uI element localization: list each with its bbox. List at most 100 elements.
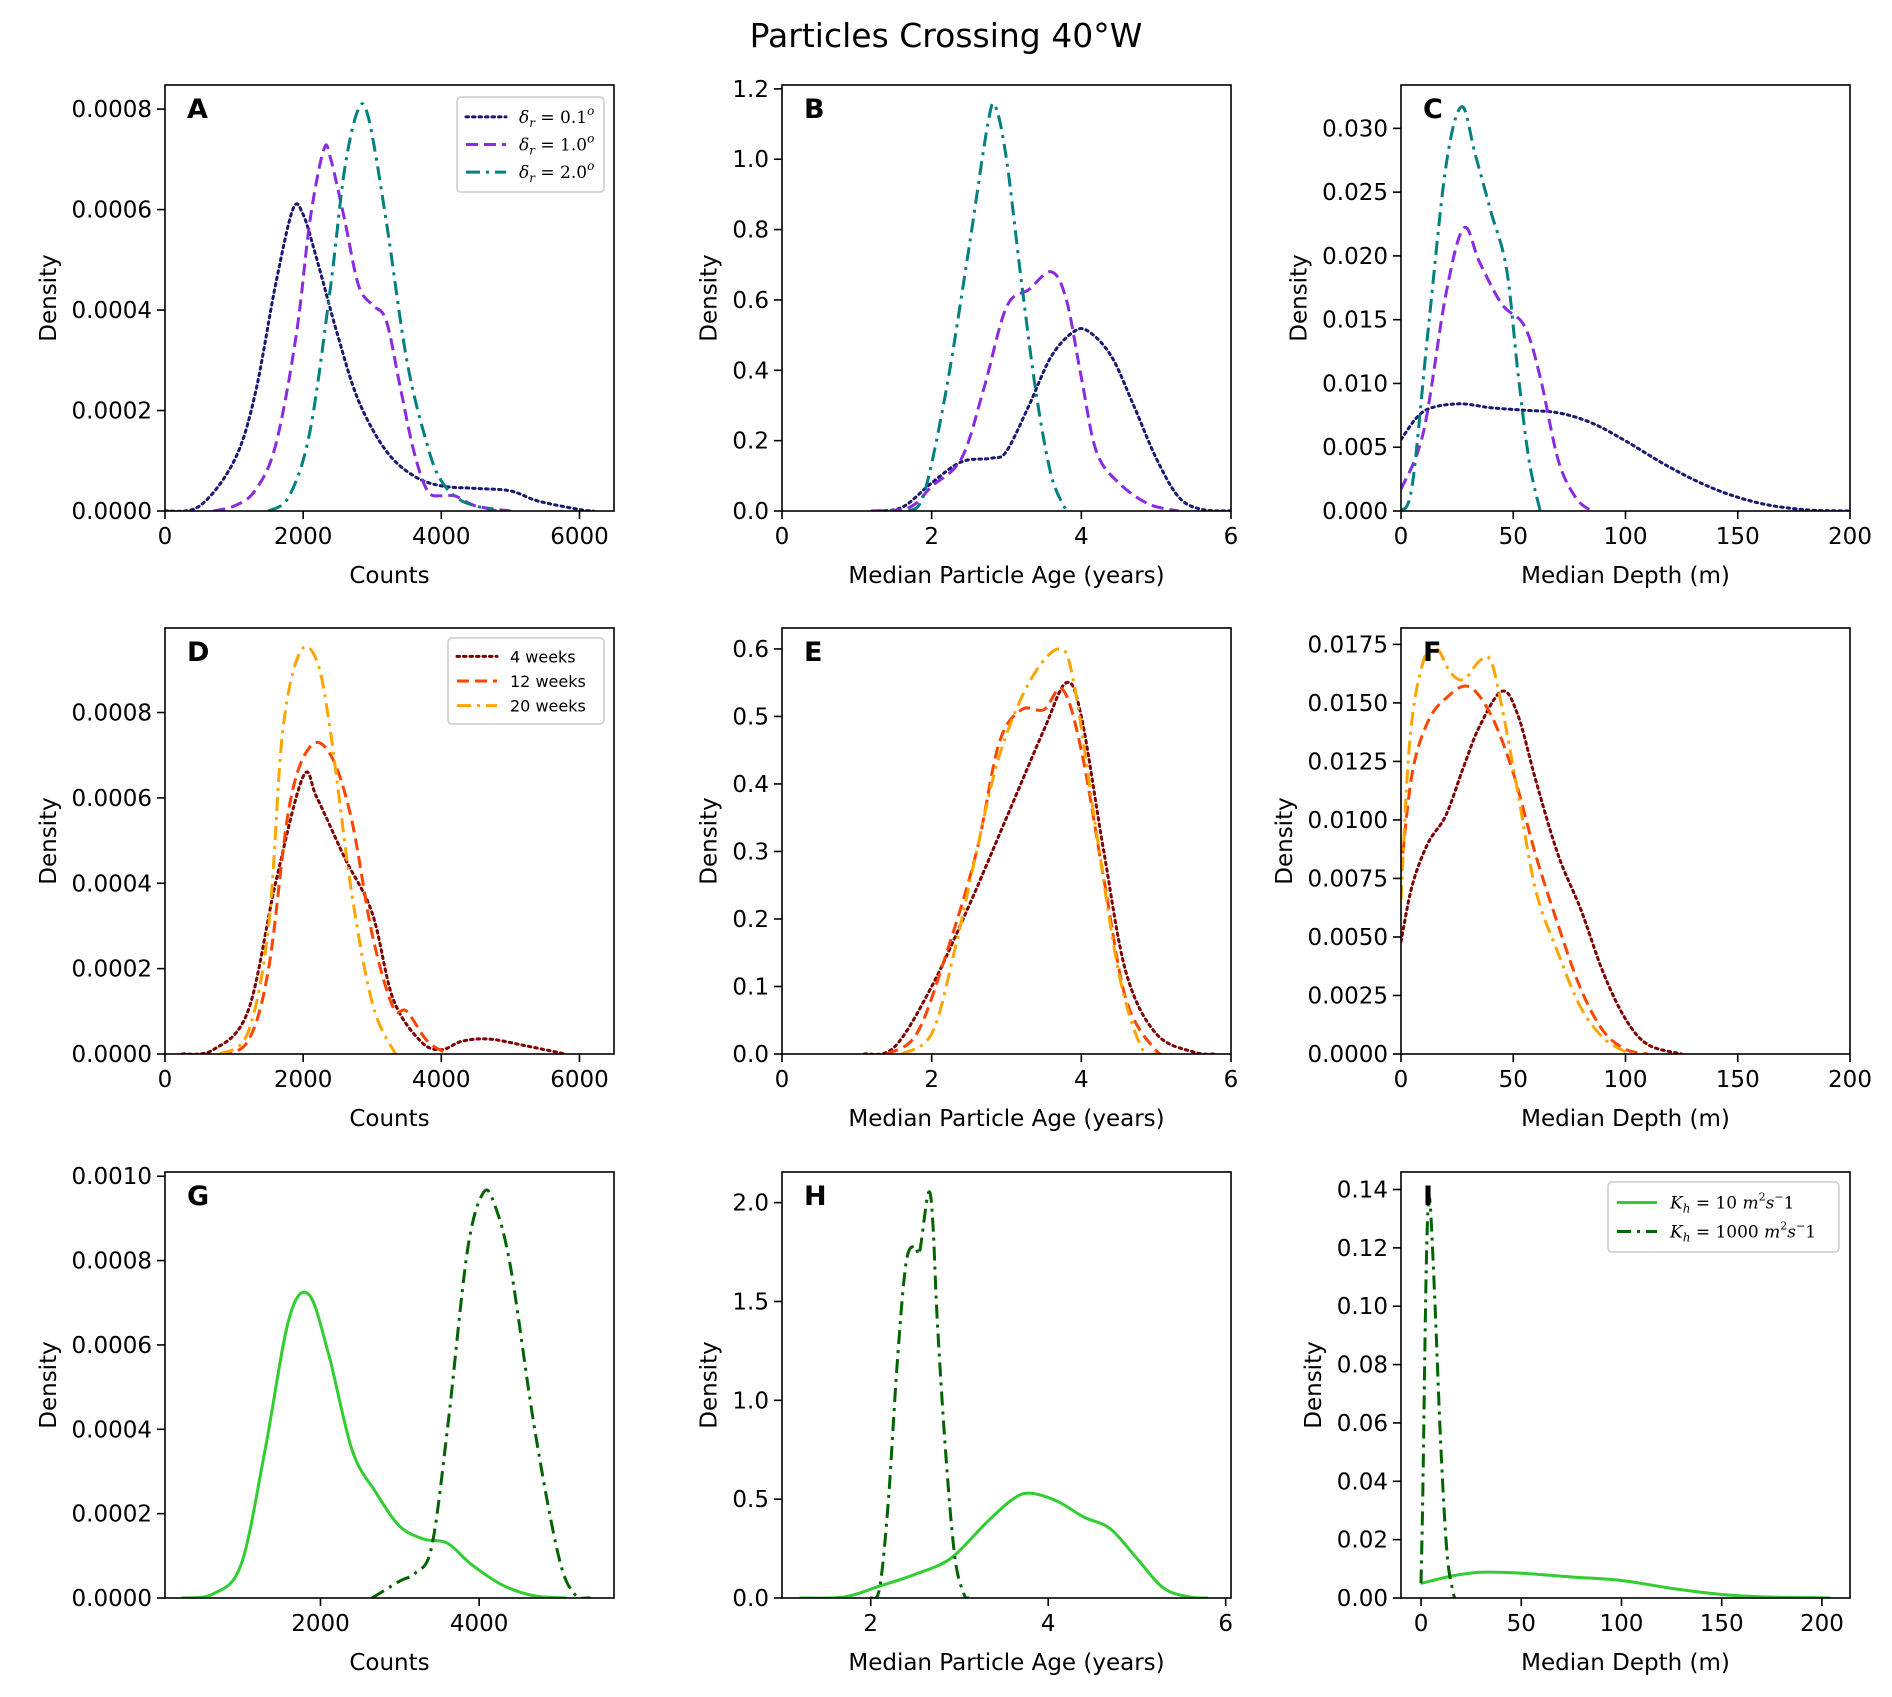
y-tick-label: 0.0004 — [72, 871, 152, 897]
x-tick-label: 2000 — [291, 1611, 350, 1637]
series-line--r-0-1- — [165, 202, 595, 511]
series-line-12-weeks — [885, 686, 1172, 1054]
y-tick-label: 0.0004 — [72, 1417, 152, 1443]
legend-label-part: s — [1766, 1194, 1775, 1214]
y-axis-label: Density — [1287, 254, 1313, 341]
axes-frame — [781, 627, 1232, 1055]
y-tick-label: 0.6 — [732, 288, 769, 314]
plot-area — [870, 101, 1231, 511]
panel-i: 0 50 100 150 200 0.00 0.02 0.04 0.06 0.08 0.10 0.12… — [1301, 1171, 1851, 1676]
legend-label-part: r — [529, 144, 536, 158]
x-tick-label: 0 — [775, 1067, 790, 1093]
series-line--r-2-0- — [267, 102, 498, 511]
y-tick-label: 0.10 — [1337, 1294, 1388, 1320]
plot-area — [1401, 105, 1850, 511]
axes-frame — [1400, 1171, 1851, 1599]
x-tick-label: 150 — [1716, 524, 1760, 550]
y-tick-label: 0.0000 — [72, 1042, 152, 1068]
legend-label: Kh = 10 m2s−1 — [1669, 1191, 1794, 1216]
panel-letter: F — [1423, 637, 1441, 668]
y-tick-label: 0.0006 — [72, 786, 152, 812]
series-line--r-2-0- — [1401, 105, 1542, 511]
legend-label-part: = 0.1 — [535, 108, 587, 128]
y-tick-label: 0.0004 — [72, 298, 152, 324]
legend-label-part: h — [1683, 1231, 1691, 1245]
x-tick-label: 0 — [1394, 524, 1409, 550]
legend-label-part: m — [1764, 1223, 1780, 1243]
y-tick-label: 0.2 — [732, 429, 769, 455]
x-tick-label: 2000 — [274, 524, 333, 550]
x-tick-label: 50 — [1499, 1067, 1528, 1093]
axes-frame — [781, 84, 1232, 512]
y-tick-label: 0.0175 — [1308, 632, 1388, 658]
panel-c: 0 50 100 150 200 0.000 0.005 0.010 0.015 0.020 0.0… — [1287, 84, 1872, 589]
panel-a: 0 2000 4000 6000 0.0000 0.0002 0.0004 0.0006 0.0… — [36, 84, 615, 589]
y-tick-label: 0.12 — [1337, 1236, 1388, 1262]
legend-label: Kh = 1000 m2s−1 — [1669, 1220, 1816, 1245]
y-tick-label: 0.0006 — [72, 198, 152, 224]
x-tick-label: 4 — [1041, 1611, 1056, 1637]
y-tick-label: 2.0 — [732, 1191, 769, 1217]
legend-box — [447, 637, 605, 725]
plot-area — [181, 1188, 591, 1598]
y-axis-label: Density — [36, 1341, 62, 1428]
legend-label-part: o — [587, 132, 594, 146]
y-axis-label: Density — [697, 254, 723, 341]
panel-letter: I — [1423, 1181, 1433, 1212]
y-tick-label: 0.0002 — [72, 957, 152, 983]
panels-container: 0 2000 4000 60000.00000.00020.00040.00060.0… — [36, 77, 1872, 1676]
series-line--r-0-1- — [1401, 402, 1850, 511]
y-axis-label: Density — [36, 254, 62, 341]
plot-area — [1401, 646, 1684, 1054]
y-tick-label: 0.0 — [732, 1586, 769, 1612]
x-tick-label: 2 — [924, 524, 939, 550]
y-tick-label: 0.0010 — [72, 1164, 152, 1190]
x-tick-label: 4000 — [412, 1067, 471, 1093]
series-line-4-weeks — [1401, 689, 1684, 1054]
panel-b: 0 2 4 6 0.0 0.2 0.4 0.6 0.8 1.0 1.2 Median Particle… — [697, 77, 1239, 589]
legend-label-part: δ — [519, 108, 529, 128]
series-line--r-0-1- — [870, 327, 1231, 511]
y-tick-label: 0.5 — [732, 1487, 769, 1513]
legend: Kh = 10 m2s−1 Kh = 1000 m2s−1 — [1607, 1181, 1840, 1253]
figure-title: Particles Crossing 40°W — [750, 16, 1143, 55]
y-tick-label: 0.020 — [1322, 244, 1388, 270]
series-line-20-weeks — [900, 647, 1157, 1054]
x-axis-label: Median Depth (m) — [1521, 563, 1730, 589]
x-axis-label: Median Depth (m) — [1521, 1650, 1730, 1676]
x-tick-label: 6 — [1218, 1611, 1233, 1637]
legend-label: δr = 2.0o — [519, 159, 594, 185]
y-axis-label: Density — [697, 1341, 723, 1428]
x-tick-label: 4000 — [450, 1611, 509, 1637]
panel-f: 0 50 100 150 200 0.0000 0.0025 0.0050 0.0075 0.01… — [1272, 627, 1872, 1132]
series-line-20-weeks — [219, 645, 401, 1054]
legend-label-part: K — [1669, 1194, 1684, 1214]
x-tick-label: 150 — [1700, 1611, 1744, 1637]
legend-label-part: 1 — [1784, 1194, 1795, 1214]
legend-label-part: = 10 — [1690, 1194, 1742, 1214]
plot-area — [799, 1190, 1209, 1598]
x-tick-label: 0 — [1414, 1611, 1429, 1637]
panel-d: 0 2000 4000 6000 0.0000 0.0002 0.0004 0.0006 0.0… — [36, 627, 615, 1132]
series-line-20-weeks — [1401, 646, 1638, 1054]
x-tick-label: 0 — [158, 1067, 173, 1093]
y-tick-label: 0.0002 — [72, 399, 152, 425]
y-tick-label: 0.0008 — [72, 701, 152, 727]
y-tick-label: 0.0125 — [1308, 749, 1388, 775]
legend-label-part: o — [587, 159, 594, 173]
legend-label-part: 2 — [1759, 1191, 1766, 1204]
x-axis-label: Median Depth (m) — [1521, 1106, 1730, 1132]
panel-letter: C — [1423, 94, 1443, 125]
y-axis-label: Density — [1272, 797, 1298, 884]
x-tick-label: 6 — [1224, 524, 1239, 550]
x-tick-label: 6000 — [550, 524, 609, 550]
y-tick-label: 0.3 — [732, 839, 769, 865]
y-tick-label: 0.0000 — [72, 499, 152, 525]
series-line-kh-10-m2s-1 — [181, 1290, 567, 1598]
x-tick-label: 0 — [775, 524, 790, 550]
y-tick-label: 1.0 — [732, 147, 769, 173]
panel-letter: G — [187, 1181, 209, 1212]
